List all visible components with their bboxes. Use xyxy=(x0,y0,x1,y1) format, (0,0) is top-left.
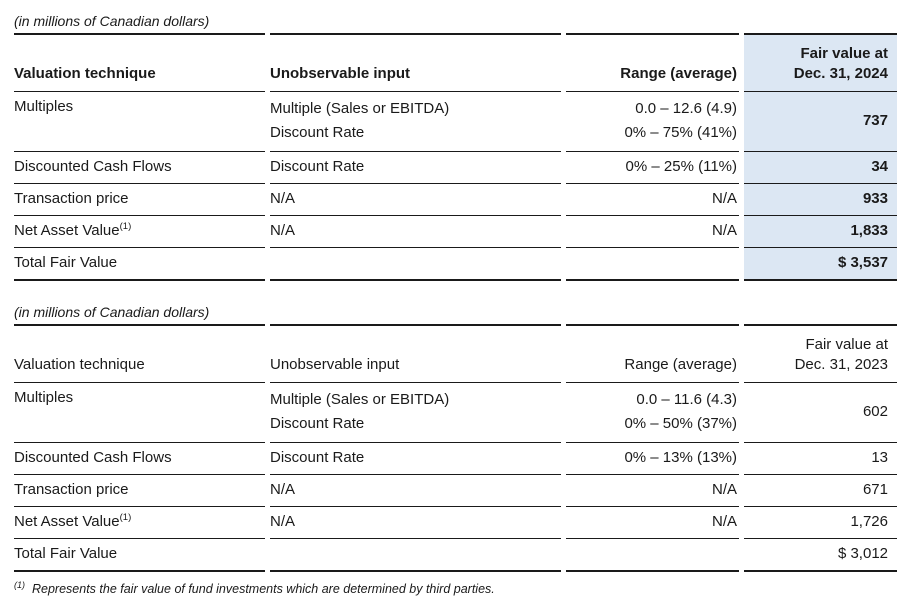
input-cell: Multiple (Sales or EBITDA) Discount Rate xyxy=(270,92,561,152)
input-cell: N/A xyxy=(270,184,561,216)
technique-cell: Transaction price xyxy=(14,184,265,216)
fair-value-cell: 933 xyxy=(744,184,897,216)
range-line: 0% – 50% (37%) xyxy=(624,415,737,432)
footnote-marker: (1) xyxy=(119,512,132,523)
col-header-unobservable-input: Unobservable input xyxy=(270,33,561,92)
total-label-cell: Total Fair Value xyxy=(14,539,265,572)
table-caption: (in millions of Canadian dollars) xyxy=(14,13,210,29)
input-cell: N/A xyxy=(270,216,561,248)
row-discounted-cash-flows: Discounted Cash Flows Discount Rate 0% –… xyxy=(14,443,897,475)
technique-label: Net Asset Value xyxy=(14,513,120,530)
col-header-fair-value: Fair value at Dec. 31, 2023 xyxy=(744,324,897,383)
input-cell: N/A xyxy=(270,475,561,507)
col-header-fair-value: Fair value at Dec. 31, 2024 xyxy=(744,33,897,92)
total-label-cell: Total Fair Value xyxy=(14,248,265,281)
valuation-table-2023: Valuation technique Unobservable input R… xyxy=(9,324,902,572)
fair-value-cell: 34 xyxy=(744,152,897,184)
row-multiples: Multiples Multiple (Sales or EBITDA) Dis… xyxy=(14,383,897,443)
footnote: (1) Represents the fair value of fund inv… xyxy=(14,579,896,597)
empty-cell xyxy=(566,539,739,572)
technique-cell: Net Asset Value(1) xyxy=(14,507,265,539)
row-multiples: Multiples Multiple (Sales or EBITDA) Dis… xyxy=(14,92,897,152)
row-transaction-price: Transaction price N/A N/A 671 xyxy=(14,475,897,507)
technique-label: Net Asset Value xyxy=(14,222,120,239)
fair-value-header-line2: Dec. 31, 2024 xyxy=(793,65,888,82)
footnote-marker: (1) xyxy=(119,221,132,232)
fair-value-cell: 1,833 xyxy=(744,216,897,248)
total-fair-value-cell: $ 3,537 xyxy=(744,248,897,281)
fair-value-cell: 1,726 xyxy=(744,507,897,539)
technique-cell: Net Asset Value(1) xyxy=(14,216,265,248)
range-cell: N/A xyxy=(566,507,739,539)
row-total-fair-value: Total Fair Value $ 3,537 xyxy=(14,248,897,281)
fair-value-cell: 13 xyxy=(744,443,897,475)
range-cell: 0% – 13% (13%) xyxy=(566,443,739,475)
empty-cell xyxy=(270,539,561,572)
footnote-text: Represents the fair value of fund invest… xyxy=(32,582,495,596)
range-cell: 0% – 25% (11%) xyxy=(566,152,739,184)
col-header-range-average: Range (average) xyxy=(566,324,739,383)
input-line: Multiple (Sales or EBITDA) xyxy=(270,391,450,408)
empty-cell xyxy=(566,248,739,281)
header-row: Valuation technique Unobservable input R… xyxy=(14,324,897,383)
col-header-unobservable-input: Unobservable input xyxy=(270,324,561,383)
technique-cell: Discounted Cash Flows xyxy=(14,443,265,475)
col-header-valuation-technique: Valuation technique xyxy=(14,324,265,383)
fair-value-table-2023: (in millions of Canadian dollars) Valuat… xyxy=(14,304,897,572)
fair-value-cell: 737 xyxy=(744,92,897,152)
input-cell: Multiple (Sales or EBITDA) Discount Rate xyxy=(270,383,561,443)
technique-cell: Transaction price xyxy=(14,475,265,507)
technique-cell: Multiples xyxy=(14,383,265,443)
empty-cell xyxy=(270,248,561,281)
input-cell: Discount Rate xyxy=(270,443,561,475)
range-cell: 0.0 – 12.6 (4.9) 0% – 75% (41%) xyxy=(566,92,739,152)
range-cell: N/A xyxy=(566,216,739,248)
fair-value-header-line2: Dec. 31, 2023 xyxy=(794,356,888,373)
range-line: 0.0 – 12.6 (4.9) xyxy=(635,100,737,117)
input-line: Multiple (Sales or EBITDA) xyxy=(270,100,450,117)
range-cell: N/A xyxy=(566,184,739,216)
input-cell: Discount Rate xyxy=(270,152,561,184)
col-header-valuation-technique: Valuation technique xyxy=(14,33,265,92)
col-header-range-average: Range (average) xyxy=(566,33,739,92)
total-fair-value-cell: $ 3,012 xyxy=(744,539,897,572)
input-line: Discount Rate xyxy=(270,124,365,141)
table-caption: (in millions of Canadian dollars) xyxy=(14,304,210,320)
fair-value-cell: 671 xyxy=(744,475,897,507)
fair-value-header-line1: Fair value at xyxy=(800,45,888,62)
row-net-asset-value: Net Asset Value(1) N/A N/A 1,833 xyxy=(14,216,897,248)
row-transaction-price: Transaction price N/A N/A 933 xyxy=(14,184,897,216)
range-line: 0.0 – 11.6 (4.3) xyxy=(636,391,737,408)
valuation-table-2024: Valuation technique Unobservable input R… xyxy=(9,33,902,281)
fair-value-header-line1: Fair value at xyxy=(805,336,888,353)
technique-cell: Multiples xyxy=(14,92,265,152)
range-cell: 0.0 – 11.6 (4.3) 0% – 50% (37%) xyxy=(566,383,739,443)
row-discounted-cash-flows: Discounted Cash Flows Discount Rate 0% –… xyxy=(14,152,897,184)
header-row: Valuation technique Unobservable input R… xyxy=(14,33,897,92)
input-cell: N/A xyxy=(270,507,561,539)
footnote-marker: (1) xyxy=(14,579,25,590)
row-total-fair-value: Total Fair Value $ 3,012 xyxy=(14,539,897,572)
range-line: 0% – 75% (41%) xyxy=(624,124,737,141)
fair-value-table-2024: (in millions of Canadian dollars) Valuat… xyxy=(14,13,897,281)
row-net-asset-value: Net Asset Value(1) N/A N/A 1,726 xyxy=(14,507,897,539)
input-line: Discount Rate xyxy=(270,415,365,432)
range-cell: N/A xyxy=(566,475,739,507)
technique-cell: Discounted Cash Flows xyxy=(14,152,265,184)
fair-value-cell: 602 xyxy=(744,383,897,443)
